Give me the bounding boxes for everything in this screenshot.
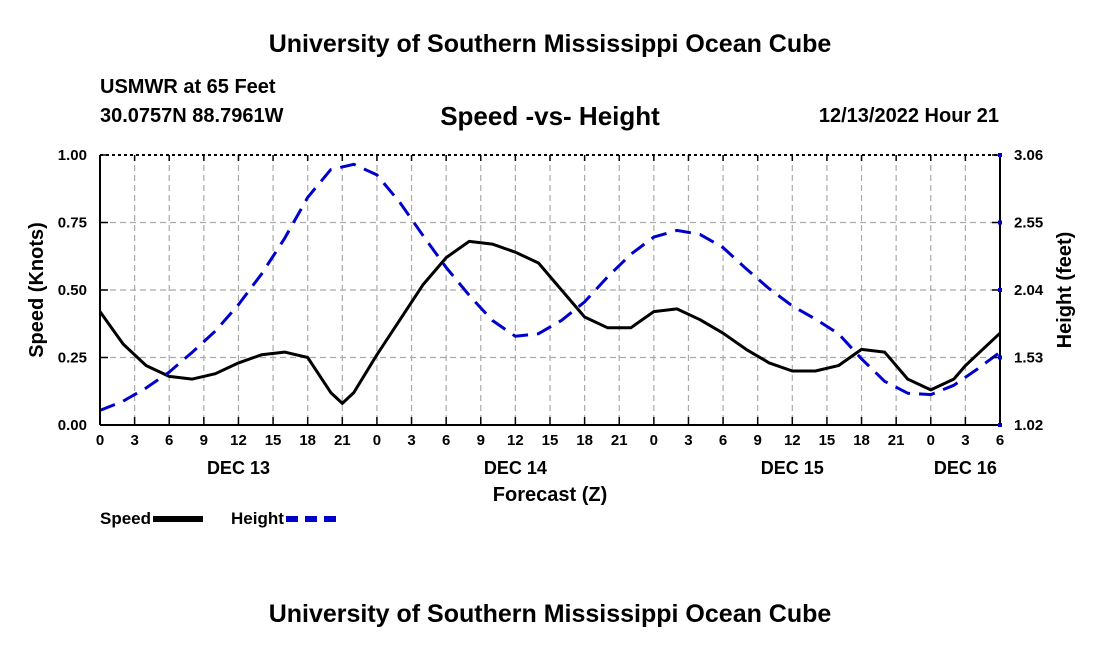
y2-tick-marker xyxy=(998,220,1002,225)
x-tick-label: 12 xyxy=(230,432,247,449)
y2-tick-label: 3.06 xyxy=(1014,147,1043,164)
legend-height-label: Height xyxy=(231,509,284,528)
x-tick-label: 6 xyxy=(719,432,727,449)
x-date-label: DEC 16 xyxy=(934,458,997,478)
station-label: USMWR at 65 Feet xyxy=(100,76,276,98)
y2-axis-title: Height (feet) xyxy=(1054,232,1076,349)
x-date-label: DEC 13 xyxy=(207,458,270,478)
x-tick-label: 12 xyxy=(507,432,524,449)
legend-height: Height xyxy=(231,509,336,529)
x-tick-label: 18 xyxy=(299,432,316,449)
series-layer xyxy=(98,162,1002,412)
x-date-label: DEC 15 xyxy=(761,458,824,478)
x-tick-label: 18 xyxy=(853,432,870,449)
y2-tick-marker xyxy=(998,355,1002,360)
x-tick-label: 0 xyxy=(927,432,935,449)
chart-subtitle: Speed -vs- Height xyxy=(440,101,660,131)
x-tick-label: 6 xyxy=(165,432,173,449)
x-tick-label: 3 xyxy=(407,432,415,449)
x-tick-label: 3 xyxy=(684,432,692,449)
forecast-datetime: 12/13/2022 Hour 21 xyxy=(818,105,999,127)
y2-tick-marker xyxy=(998,153,1002,157)
x-tick-label: 9 xyxy=(477,432,485,449)
axes xyxy=(99,153,1002,427)
x-tick-label: 9 xyxy=(754,432,762,449)
y-tick-label: 0.50 xyxy=(58,282,87,299)
height-series-line xyxy=(99,162,1001,412)
x-tick-label: 0 xyxy=(96,432,104,449)
y2-tick-label: 1.02 xyxy=(1014,417,1043,434)
station-coordinates: 30.0757N 88.7961W xyxy=(100,105,284,127)
x-date-label: DEC 14 xyxy=(484,458,547,478)
x-tick-label: 0 xyxy=(373,432,381,449)
grid xyxy=(100,155,1000,425)
y-tick-label: 0.75 xyxy=(58,215,87,232)
legend-speed-swatch xyxy=(153,516,204,522)
legend-speed: Speed xyxy=(100,509,204,529)
x-tick-label: 3 xyxy=(130,432,138,449)
y-tick-label: 0.25 xyxy=(58,350,87,367)
x-tick-label: 21 xyxy=(611,432,628,449)
y-axis-title: Speed (Knots) xyxy=(26,222,48,358)
main-title: University of Southern Mississippi Ocean… xyxy=(268,30,832,58)
y2-tick-label: 2.55 xyxy=(1014,215,1043,232)
y2-tick-label: 1.53 xyxy=(1014,350,1043,367)
x-tick-label: 21 xyxy=(334,432,351,449)
x-axis-title: Forecast (Z) xyxy=(493,484,607,506)
y-tick-label: 0.00 xyxy=(58,417,87,434)
footer-title: University of Southern Mississippi Ocean… xyxy=(268,600,832,628)
y2-tick-label: 2.04 xyxy=(1014,282,1044,299)
legend-speed-label: Speed xyxy=(100,509,152,528)
x-tick-label: 18 xyxy=(576,432,593,449)
x-tick-label: 3 xyxy=(961,432,969,449)
y2-tick-marker xyxy=(998,288,1002,292)
legend-height-swatch xyxy=(285,516,336,522)
x-tick-label: 15 xyxy=(542,432,559,449)
x-tick-label: 12 xyxy=(784,432,801,449)
x-tick-label: 9 xyxy=(200,432,208,449)
x-tick-label: 6 xyxy=(442,432,450,449)
speed-series-line xyxy=(98,239,1002,405)
x-tick-label: 6 xyxy=(996,432,1004,449)
axis-labels: 0 3 6 9 12 15 18 21 0 3 6 9 12 15 18 21 0 3 6 9 12 15 18 21 0 3 6 D… xyxy=(26,147,1076,506)
x-tick-label: 15 xyxy=(819,432,836,449)
x-tick-label: 21 xyxy=(888,432,905,449)
y-tick-label: 1.00 xyxy=(58,147,87,164)
x-tick-label: 0 xyxy=(650,432,658,449)
x-tick-label: 15 xyxy=(265,432,282,449)
y2-tick-marker xyxy=(998,423,1002,427)
